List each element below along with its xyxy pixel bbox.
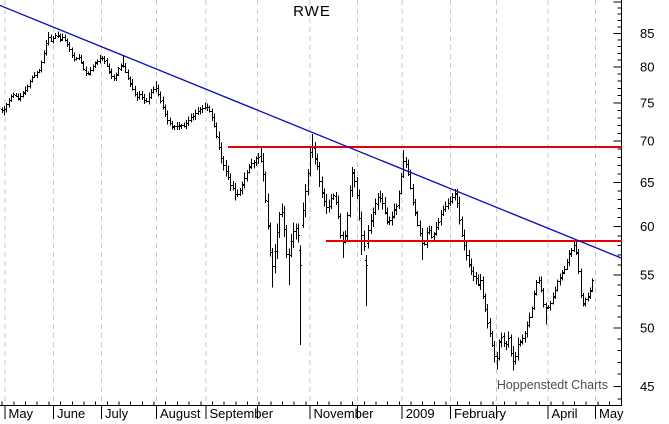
x-axis-month-label: June: [57, 406, 85, 421]
axis-ticks: [1, 1, 622, 419]
y-axis-price-label: 70: [640, 134, 654, 149]
x-axis-month-label: April: [552, 406, 578, 421]
axes: [0, 0, 622, 406]
y-axis-price-label: 60: [640, 219, 654, 234]
x-axis-month-label: 2009: [406, 406, 435, 421]
downtrend-line: [0, 4, 622, 259]
x-axis-month-label: May: [9, 406, 34, 421]
chart-title: RWE: [293, 3, 331, 20]
axis-labels: May June July August September November 2009 Fe…: [9, 26, 655, 421]
x-axis-month-label: July: [105, 406, 129, 421]
x-axis-month-label: August: [160, 406, 201, 421]
y-axis-price-label: 45: [640, 379, 654, 394]
overlay-lines: [0, 4, 622, 259]
y-axis-price-label: 85: [640, 26, 654, 41]
y-axis-price-label: 75: [640, 95, 654, 110]
x-axis-month-label: February: [454, 406, 507, 421]
y-axis-price-label: 50: [640, 320, 654, 335]
y-axis-price-label: 80: [640, 60, 654, 75]
x-axis-month-label: November: [314, 406, 375, 421]
x-axis-month-label: May: [599, 406, 624, 421]
y-axis-price-label: 55: [640, 268, 654, 283]
month-gridlines: [4, 0, 596, 406]
y-axis-price-label: 65: [640, 175, 654, 190]
watermark-hoppenstedt-charts: Hoppenstedt Charts: [496, 378, 608, 392]
x-axis-month-label: September: [210, 406, 274, 421]
price-bars: [1, 31, 594, 371]
